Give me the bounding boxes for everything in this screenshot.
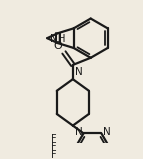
Text: F: F (51, 150, 57, 159)
Text: NH: NH (50, 34, 65, 44)
Text: F: F (51, 142, 57, 152)
Text: N: N (75, 127, 82, 137)
Text: O: O (53, 41, 62, 51)
Text: N: N (75, 67, 82, 77)
Text: F: F (51, 134, 57, 144)
Text: N: N (103, 127, 111, 137)
